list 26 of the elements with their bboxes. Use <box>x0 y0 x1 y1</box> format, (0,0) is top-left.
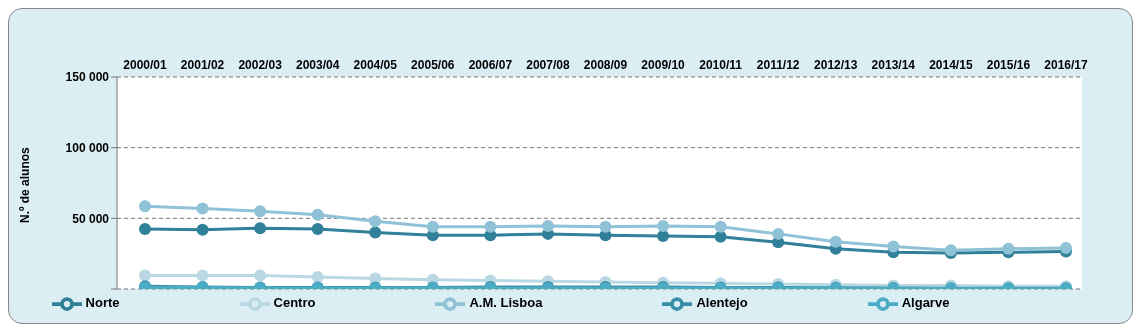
legend-label: Algarve <box>901 295 950 311</box>
x-tick-label: 2001/02 <box>180 58 225 72</box>
x-tick-label: 2015/16 <box>986 58 1031 72</box>
y-tick-label: 150 000 <box>65 70 110 85</box>
x-tick-label: 2006/07 <box>468 58 513 72</box>
x-tick-label: 2003/04 <box>295 58 340 72</box>
y-tick-label: 50 000 <box>72 211 110 226</box>
legend-label: Centro <box>273 295 316 311</box>
legend-label: Norte <box>85 295 120 311</box>
x-tick-label: 2002/03 <box>238 58 283 72</box>
legend-label: A.M. Lisboa <box>469 295 543 311</box>
y-tick-label: 100 000 <box>65 140 110 155</box>
x-tick-label: 2014/15 <box>929 58 973 72</box>
x-tick-label: 2008/09 <box>583 58 628 72</box>
x-tick-label: 2013/14 <box>871 58 916 72</box>
x-tick-label: 2011/12 <box>756 58 800 72</box>
x-tick-label: 2012/13 <box>814 58 858 72</box>
x-tick-label: 2004/05 <box>353 58 398 72</box>
x-tick-label: 2016/17 <box>1044 58 1089 72</box>
x-tick-label: 2010/11 <box>699 58 743 72</box>
x-tick-label: 2000/01 <box>123 58 168 72</box>
y-axis-title: N.º de alunos <box>18 146 33 223</box>
x-tick-label: 2007/08 <box>526 58 570 72</box>
x-tick-label: 2009/10 <box>641 58 686 72</box>
x-tick-label: 2005/06 <box>411 58 455 72</box>
legend-label: Alentejo <box>696 295 748 311</box>
